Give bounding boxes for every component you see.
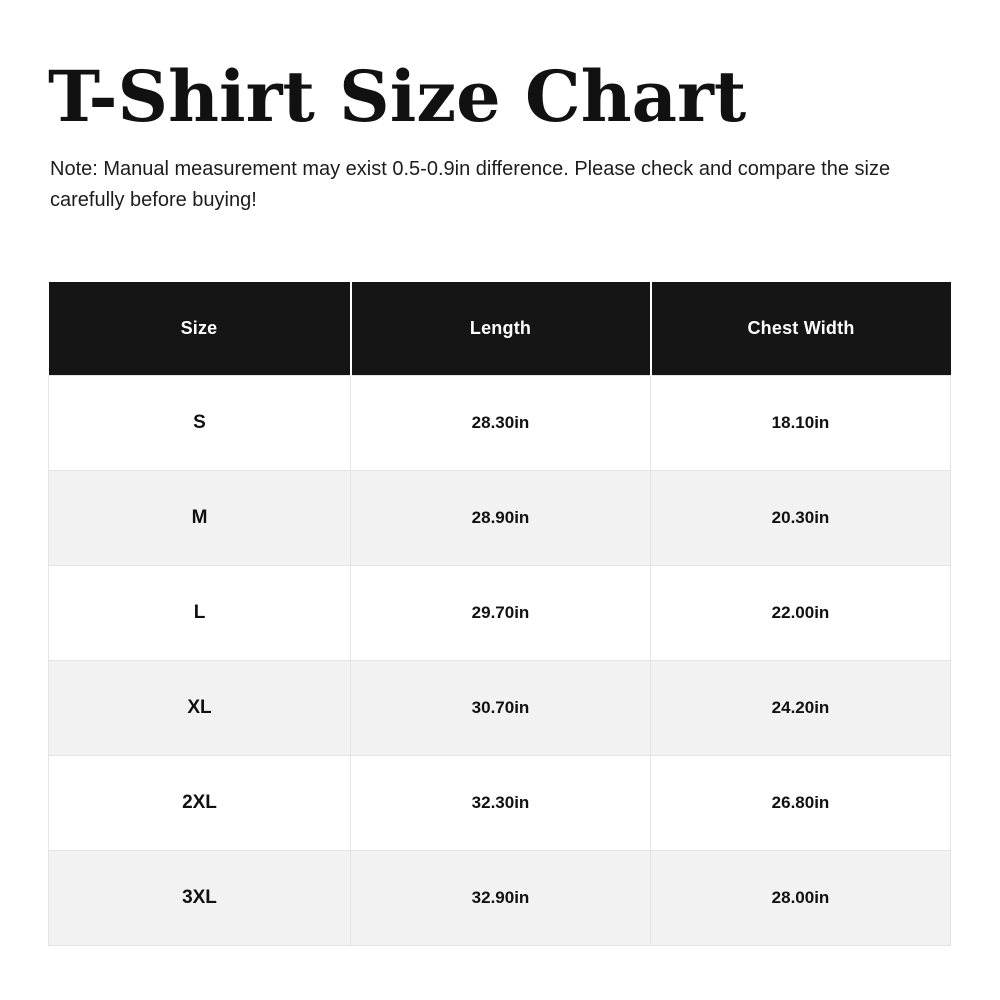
- length-cell: 32.90in: [350, 849, 651, 946]
- length-cell: 28.90in: [350, 469, 651, 566]
- chest-width-cell: 26.80in: [650, 754, 951, 851]
- length-cell: 30.70in: [350, 659, 651, 756]
- size-chart-table-wrap: Size Length Chest Width S 28.30in 18.10i…: [48, 282, 951, 946]
- table-row: M 28.90in 20.30in: [48, 469, 951, 566]
- table-row: 2XL 32.30in 26.80in: [48, 754, 951, 851]
- length-cell: 28.30in: [350, 374, 651, 471]
- size-cell: M: [48, 469, 351, 566]
- column-header-size: Size: [48, 282, 352, 375]
- chest-width-cell: 24.20in: [650, 659, 951, 756]
- column-header-length: Length: [350, 282, 652, 375]
- page-title: T-Shirt Size Chart: [48, 55, 747, 138]
- header-row: Size Length Chest Width: [48, 282, 951, 375]
- size-cell: XL: [48, 659, 351, 756]
- size-cell: L: [48, 564, 351, 661]
- chest-width-cell: 28.00in: [650, 849, 951, 946]
- size-cell: 3XL: [48, 849, 351, 946]
- chest-width-cell: 20.30in: [650, 469, 951, 566]
- length-cell: 29.70in: [350, 564, 651, 661]
- table-row: 3XL 32.90in 28.00in: [48, 849, 951, 946]
- table-row: L 29.70in 22.00in: [48, 564, 951, 661]
- size-chart-table: Size Length Chest Width S 28.30in 18.10i…: [48, 282, 951, 946]
- table-row: XL 30.70in 24.20in: [48, 659, 951, 756]
- table-row: S 28.30in 18.10in: [48, 374, 951, 471]
- measurement-note: Note: Manual measurement may exist 0.5-0…: [50, 158, 891, 211]
- column-header-chest-width: Chest Width: [650, 282, 951, 375]
- size-cell: 2XL: [48, 754, 351, 851]
- chest-width-cell: 18.10in: [650, 374, 951, 471]
- length-cell: 32.30in: [350, 754, 651, 851]
- size-cell: S: [48, 374, 351, 471]
- chest-width-cell: 22.00in: [650, 564, 951, 661]
